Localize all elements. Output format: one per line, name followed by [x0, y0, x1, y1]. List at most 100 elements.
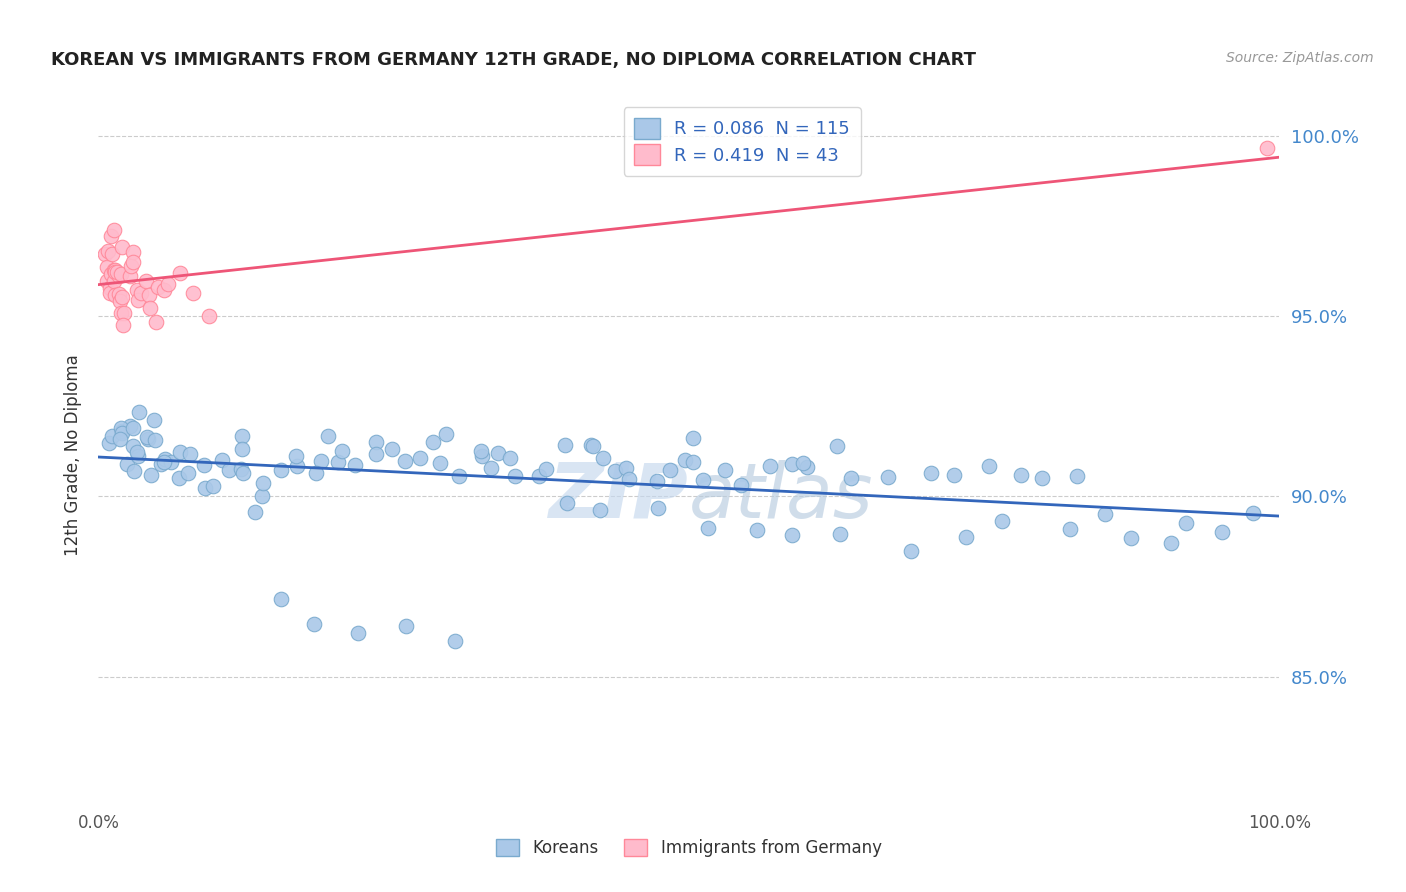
- Point: [302, 617, 325, 632]
- Point: [98, 435, 121, 450]
- Point: [112, 305, 135, 319]
- Point: [1211, 524, 1233, 539]
- Point: [977, 458, 1000, 473]
- Point: [108, 293, 131, 308]
- Point: [139, 301, 162, 315]
- Point: [287, 458, 309, 473]
- Point: [330, 444, 353, 458]
- Point: [122, 255, 145, 269]
- Point: [344, 458, 367, 472]
- Text: Source: ZipAtlas.com: Source: ZipAtlas.com: [1226, 52, 1374, 65]
- Point: [381, 442, 404, 456]
- Point: [108, 432, 131, 446]
- Point: [1094, 507, 1116, 521]
- Point: [394, 454, 416, 468]
- Point: [125, 283, 148, 297]
- Point: [839, 471, 862, 485]
- Point: [877, 470, 900, 484]
- Point: [346, 626, 368, 640]
- Point: [408, 450, 430, 465]
- Point: [730, 478, 752, 492]
- Point: [780, 458, 803, 472]
- Point: [900, 544, 922, 558]
- Point: [1059, 522, 1081, 536]
- Point: [157, 277, 180, 291]
- Point: [527, 469, 550, 483]
- Point: [115, 457, 138, 471]
- Point: [270, 463, 292, 477]
- Point: [138, 288, 160, 302]
- Point: [143, 412, 166, 426]
- Point: [830, 526, 852, 541]
- Point: [100, 267, 122, 281]
- Point: [747, 523, 769, 537]
- Point: [1066, 468, 1088, 483]
- Point: [122, 244, 145, 259]
- Point: [658, 463, 681, 477]
- Point: [93, 247, 115, 261]
- Point: [470, 449, 492, 463]
- Point: [285, 449, 308, 463]
- Point: [128, 405, 150, 419]
- Point: [179, 447, 201, 461]
- Point: [305, 466, 328, 480]
- Point: [252, 475, 274, 490]
- Point: [135, 274, 157, 288]
- Point: [100, 229, 122, 244]
- Point: [311, 454, 333, 468]
- Point: [825, 439, 848, 453]
- Point: [111, 240, 134, 254]
- Point: [167, 471, 190, 485]
- Point: [447, 469, 470, 483]
- Point: [1121, 531, 1143, 545]
- Point: [647, 500, 669, 515]
- Point: [98, 281, 121, 295]
- Point: [579, 438, 602, 452]
- Point: [619, 472, 641, 486]
- Point: [444, 634, 467, 648]
- Point: [101, 429, 124, 443]
- Text: atlas: atlas: [689, 459, 873, 533]
- Point: [714, 463, 737, 477]
- Point: [118, 418, 141, 433]
- Point: [316, 429, 339, 443]
- Point: [111, 425, 134, 439]
- Point: [98, 285, 121, 300]
- Text: ZIP: ZIP: [550, 459, 689, 533]
- Point: [505, 469, 527, 483]
- Point: [120, 260, 142, 274]
- Point: [177, 466, 200, 480]
- Point: [434, 426, 457, 441]
- Point: [326, 454, 349, 468]
- Point: [673, 453, 696, 467]
- Point: [481, 461, 503, 475]
- Point: [696, 521, 718, 535]
- Point: [136, 430, 159, 444]
- Point: [108, 287, 131, 301]
- Point: [1010, 468, 1032, 483]
- Point: [422, 435, 444, 450]
- Point: [211, 453, 233, 467]
- Point: [645, 474, 668, 488]
- Point: [145, 315, 167, 329]
- Point: [243, 505, 266, 519]
- Y-axis label: 12th Grade, No Diploma: 12th Grade, No Diploma: [63, 354, 82, 556]
- Point: [1031, 470, 1053, 484]
- Point: [111, 290, 134, 304]
- Point: [991, 514, 1014, 528]
- Point: [181, 286, 204, 301]
- Point: [955, 531, 977, 545]
- Point: [97, 244, 120, 258]
- Point: [127, 444, 149, 458]
- Point: [554, 438, 576, 452]
- Point: [127, 449, 149, 463]
- Point: [486, 446, 509, 460]
- Point: [202, 479, 225, 493]
- Point: [152, 283, 174, 297]
- Point: [153, 455, 176, 469]
- Point: [605, 464, 627, 478]
- Point: [682, 455, 704, 469]
- Point: [110, 421, 132, 435]
- Point: [159, 455, 181, 469]
- Point: [218, 463, 240, 477]
